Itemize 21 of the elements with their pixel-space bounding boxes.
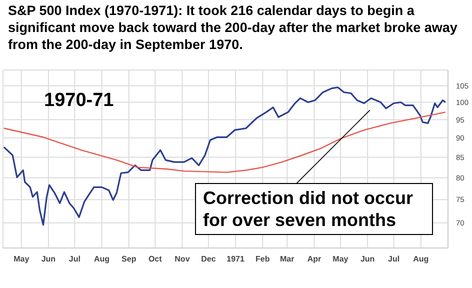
line-series (3, 112, 446, 173)
x-tick-label: Oct (148, 254, 162, 264)
x-tick-label: Sep (122, 254, 136, 264)
x-tick-label: Nov (174, 254, 190, 264)
x-tick-label: May (332, 254, 349, 264)
x-tick-label: Aug (94, 254, 110, 264)
x-tick-label: Jul (388, 254, 400, 264)
line-series (3, 86, 446, 226)
x-tick-label: Apr (307, 254, 322, 264)
chart-title: S&P 500 Index (1970-1971): It took 216 calendar days to begin a significant move back toward the 200-day after the market broke away from the 200-day in September 1970. (8, 2, 458, 53)
x-tick-label: Jul (68, 254, 80, 264)
x-tick-label: Mar (280, 254, 294, 264)
x-tick-label: Dec (201, 254, 216, 264)
x-tick-label: May (14, 254, 30, 264)
x-tick-label: 1971 (226, 254, 246, 264)
x-tick-label: Feb (256, 254, 270, 264)
annotation: 1970-71 (44, 90, 114, 112)
x-tick-label: Aug (413, 254, 429, 264)
x-tick-label: Jun (360, 254, 375, 264)
x-tick-label: Jun (41, 254, 56, 264)
annotation: Correction did not occur for over seven months (195, 183, 433, 235)
